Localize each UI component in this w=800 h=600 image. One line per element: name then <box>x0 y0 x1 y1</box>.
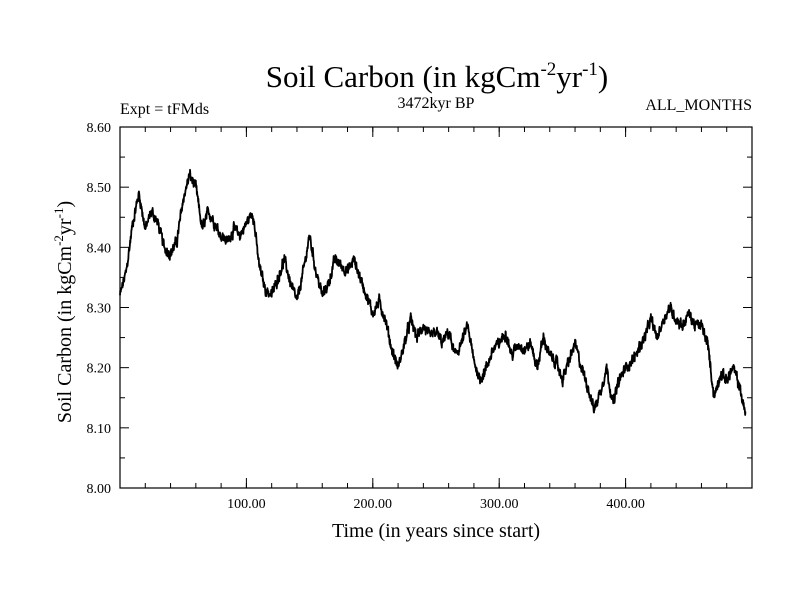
y-tick-label: 8.60 <box>87 121 112 136</box>
y-axis-title-exponent: -1 <box>51 208 66 219</box>
y-tick-label: 8.40 <box>87 241 112 256</box>
experiment-label: Expt = tFMds <box>120 101 209 118</box>
x-tick-label: 200.00 <box>354 497 393 512</box>
y-tick-label: 8.10 <box>87 422 112 437</box>
months-label: ALL_MONTHS <box>645 97 752 114</box>
y-axis-title-exponent: -2 <box>51 235 66 246</box>
y-tick-label: 8.30 <box>87 302 112 317</box>
chart-title-close: ) <box>598 59 608 94</box>
x-tick-label: 400.00 <box>606 497 645 512</box>
y-tick-label: 8.20 <box>87 362 112 377</box>
x-tick-label: 100.00 <box>227 497 266 512</box>
plot-frame <box>119 126 753 489</box>
y-tick-label: 8.00 <box>87 482 112 497</box>
period-label: 3472kyr BP <box>398 95 475 112</box>
y-axis-title-close: ) <box>54 201 76 208</box>
y-tick-label: 8.50 <box>87 181 112 196</box>
x-tick-label: 300.00 <box>480 497 519 512</box>
x-axis: 100.00 200.00 300.00 400.00 <box>144 127 728 512</box>
chart-title-main: Soil Carbon (in kgCm <box>266 59 541 94</box>
chart-title: Soil Carbon (in kgCm-2yr-1) <box>266 59 609 94</box>
chart-title-exponent: -1 <box>582 59 598 80</box>
chart-title-exponent: -2 <box>540 59 556 80</box>
x-axis-title: Time (in years since start) <box>332 520 540 542</box>
series-line <box>119 168 747 416</box>
y-axis-title: Soil Carbon (in kgCm-2yr-1) <box>51 201 76 423</box>
y-axis-title-unit: yr <box>54 218 76 235</box>
y-axis-title-main: Soil Carbon (in kgCm <box>54 245 76 423</box>
y-axis: 8.00 8.10 8.20 8.30 8.40 8.50 8.60 <box>87 121 752 497</box>
chart-title-unit: yr <box>556 59 583 94</box>
